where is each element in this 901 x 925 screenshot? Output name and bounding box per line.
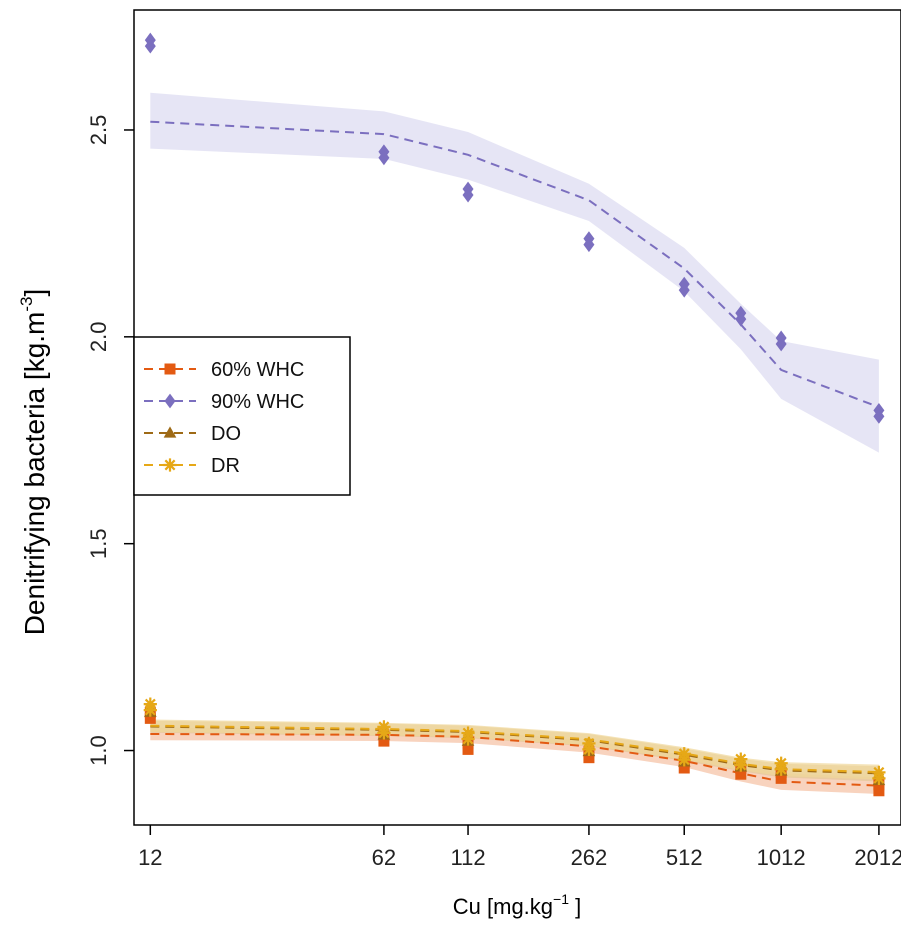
x-tick-label-112: 112 <box>450 845 485 870</box>
legend-marker-90-whc <box>164 393 176 409</box>
band-90-whc <box>150 92 879 453</box>
y-axis-title-main: Denitrifying bacteria [kg.m <box>19 312 50 636</box>
y-tick-label-1.0: 1.0 <box>86 735 111 766</box>
point-90-whc-512-rep <box>678 282 690 298</box>
x-axis-title-sup: −1 <box>553 891 569 907</box>
x-axis-title-tail: ] <box>569 894 581 919</box>
point-dr-262-rep <box>582 742 596 756</box>
point-dr-762-rep <box>734 758 748 772</box>
y-axis: 1.0 1.5 2.0 2.5 <box>86 115 134 766</box>
x-tick-label-12: 12 <box>138 845 162 870</box>
y-tick-label-2.0: 2.0 <box>86 322 111 353</box>
band-dr <box>150 719 879 780</box>
data-points <box>143 32 886 797</box>
x-tick-label-2012: 2012 <box>854 845 901 870</box>
legend-label-do: DO <box>211 423 241 445</box>
point-90-whc-112-rep <box>462 187 474 203</box>
x-tick-label-262: 262 <box>571 845 608 870</box>
x-tick-label-512: 512 <box>666 845 703 870</box>
point-90-whc-762-rep <box>735 311 747 327</box>
x-tick-label-1012: 1012 <box>757 845 806 870</box>
point-90-whc-2012-rep <box>873 408 885 424</box>
point-60-whc-1012-rep <box>775 772 787 784</box>
point-90-whc-262-rep <box>583 237 595 253</box>
point-dr-112-rep <box>461 732 475 746</box>
point-dr-12-rep <box>143 703 157 717</box>
legend: 60% WHC 90% WHC DO DR <box>133 336 351 496</box>
y-axis-title-sup: -3 <box>17 296 36 311</box>
point-60-whc-62-rep <box>378 735 390 747</box>
x-tick-label-62: 62 <box>372 845 396 870</box>
legend-marker-dr <box>163 458 177 472</box>
fit-lines <box>150 120 880 787</box>
point-60-whc-12-rep <box>144 712 156 724</box>
y-axis-title-tail: ] <box>19 289 50 297</box>
fit-line-dr <box>150 724 879 774</box>
point-dr-512-rep <box>677 753 691 767</box>
point-60-whc-112-rep <box>462 743 474 755</box>
y-axis-title: Denitrifying bacteria [kg.m-3] <box>17 289 50 636</box>
x-axis-title-main: Cu [mg.kg <box>453 894 553 919</box>
legend-label-60-whc: 60% WHC <box>211 359 304 381</box>
point-90-whc-62-rep <box>378 150 390 166</box>
point-dr-2012-rep <box>872 771 886 785</box>
legend-marker-60-whc <box>164 363 176 375</box>
y-tick-label-2.5: 2.5 <box>86 115 111 146</box>
point-90-whc-1012-rep <box>775 336 787 352</box>
point-60-whc-762-rep <box>735 768 747 780</box>
point-dr-62-rep <box>377 726 391 740</box>
point-60-whc-512-rep <box>678 762 690 774</box>
legend-label-90-whc: 90% WHC <box>211 391 304 413</box>
point-dr-1012-rep <box>774 762 788 776</box>
x-axis: 12 62 112 262 512 1012 2012 <box>138 825 901 870</box>
fit-line-90-whc <box>150 120 880 409</box>
fit-line-60-whc <box>150 732 879 787</box>
point-60-whc-262-rep <box>583 752 595 764</box>
y-tick-label-1.5: 1.5 <box>86 528 111 559</box>
legend-label-dr: DR <box>211 455 240 477</box>
x-axis-title: Cu [mg.kg−1 ] <box>453 891 581 919</box>
point-60-whc-2012-rep <box>873 785 885 797</box>
legend-marker-do <box>163 426 177 438</box>
point-90-whc-12-rep <box>144 38 156 54</box>
